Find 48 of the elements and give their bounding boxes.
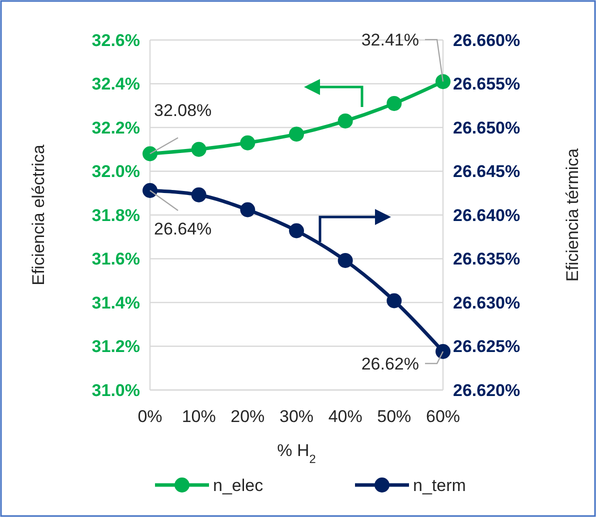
point xyxy=(338,253,353,268)
y-axis-title: Eficiencia eléctrica xyxy=(29,144,48,286)
point xyxy=(386,293,402,308)
x-tick-label: 40% xyxy=(328,407,362,426)
x-tick-label: 30% xyxy=(279,407,314,426)
y2-tick-label: 26.635% xyxy=(453,250,520,269)
point xyxy=(289,223,304,238)
y-tick-label: 32.4% xyxy=(92,74,140,94)
point xyxy=(191,142,206,157)
y-tick-label: 31.8% xyxy=(92,206,140,225)
y2-tick-label: 26.645% xyxy=(453,162,520,182)
legend-label: n_elec xyxy=(213,476,264,495)
y2-tick-label: 26.655% xyxy=(453,74,520,94)
y2-tick-label: 26.660% xyxy=(453,30,520,50)
legend-label: n_term xyxy=(413,476,466,495)
point xyxy=(436,74,450,90)
x-tick-label: 0% xyxy=(138,407,162,426)
x-tick-label: 50% xyxy=(377,407,412,426)
data-label: 26.62% xyxy=(361,354,419,374)
data-label: 32.08% xyxy=(154,100,212,120)
point xyxy=(142,146,158,162)
y2-tick-label: 26.650% xyxy=(453,118,520,138)
x-axis-title: % H$_{2}$ xyxy=(277,441,316,466)
data-label: 26.64% xyxy=(154,220,212,238)
point xyxy=(191,187,206,202)
y2-tick-label: 26.620% xyxy=(453,380,520,400)
x-tick-label: 60% xyxy=(426,407,460,426)
y2-tick-label: 26.640% xyxy=(453,206,520,225)
y2-tick-label: 26.625% xyxy=(453,337,520,356)
y-tick-label: 31.6% xyxy=(92,250,140,269)
data-label: 32.41% xyxy=(361,30,419,50)
x-tick-label: 10% xyxy=(182,407,216,426)
y-tick-label: 31.0% xyxy=(92,380,140,400)
y-tick-label: 32.2% xyxy=(92,118,140,138)
y2-axis-title: Eficiencia térmica xyxy=(563,148,582,282)
y-tick-label: 32.0% xyxy=(92,162,140,182)
y2-tick-label: 26.630% xyxy=(453,293,520,312)
point xyxy=(240,135,256,150)
point xyxy=(386,96,402,111)
y-tick-label: 32.6% xyxy=(92,30,140,50)
point xyxy=(240,202,256,218)
point xyxy=(142,183,158,198)
y-tick-label: 31.2% xyxy=(92,337,140,356)
y-tick-label: 31.4% xyxy=(92,293,140,312)
point xyxy=(289,126,304,142)
x-tick-label: 20% xyxy=(230,407,265,426)
point xyxy=(338,113,353,128)
point xyxy=(436,344,450,359)
